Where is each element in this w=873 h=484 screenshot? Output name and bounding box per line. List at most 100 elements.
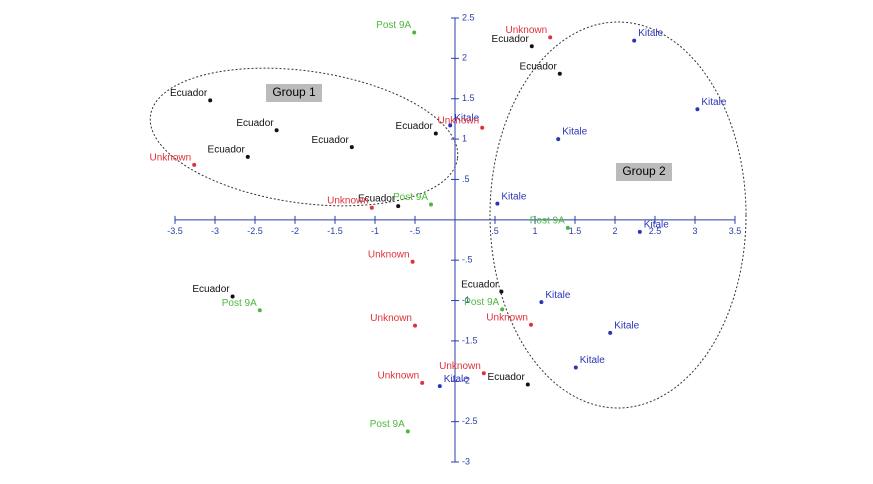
- point: [637, 229, 642, 234]
- x-tick-label: 3: [692, 226, 697, 236]
- point-label: Post 9A: [376, 20, 411, 31]
- point-label: Ecuador: [358, 194, 396, 205]
- y-tick-label: -1.5: [462, 335, 478, 345]
- point-label: Kitale: [614, 320, 639, 331]
- annotation: Group 2: [622, 164, 666, 178]
- point: [257, 308, 262, 313]
- x-tick-label: -1: [371, 226, 379, 236]
- point: [420, 380, 425, 385]
- point-label: Post 9A: [370, 419, 405, 430]
- point: [481, 371, 486, 376]
- point-label: Ecuador: [192, 284, 230, 295]
- point-label: Kitale: [638, 28, 663, 39]
- point: [349, 145, 354, 150]
- point-label: Kitale: [644, 220, 669, 231]
- point-label: Ecuador: [520, 61, 558, 72]
- point-label: Ecuador: [236, 118, 274, 129]
- point-label: Unknown: [486, 312, 528, 323]
- point: [412, 30, 417, 35]
- point: [500, 307, 505, 312]
- point-label: Kitale: [545, 290, 570, 301]
- point-label: Unknown: [370, 313, 412, 324]
- point-label: Ecuador: [492, 34, 530, 45]
- point-label: Unknown: [149, 153, 191, 164]
- group-ellipse: [149, 67, 459, 207]
- point-label: Kitale: [580, 355, 605, 366]
- x-tick-label: 2.5: [649, 226, 662, 236]
- x-tick-label: -.5: [410, 226, 421, 236]
- y-tick-label: -3: [462, 456, 470, 466]
- point-label: Post 9A: [222, 298, 257, 309]
- y-tick-label: 1.5: [462, 93, 475, 103]
- point: [410, 259, 415, 264]
- point-label: Kitale: [501, 191, 526, 202]
- point-label: Post 9A: [530, 216, 565, 227]
- point-label: Unknown: [368, 249, 410, 260]
- x-tick-label: .5: [491, 226, 499, 236]
- point-label: Ecuador: [461, 279, 499, 290]
- point-label: Post 9A: [464, 297, 499, 308]
- point-label: Ecuador: [312, 135, 350, 146]
- point: [437, 384, 442, 389]
- point: [192, 162, 197, 167]
- x-tick-label: -3: [211, 226, 219, 236]
- point: [448, 123, 453, 128]
- point: [245, 154, 250, 159]
- y-tick-label: 2: [462, 53, 467, 63]
- y-tick-label: 2.5: [462, 12, 475, 22]
- x-tick-label: -2.5: [247, 226, 263, 236]
- point: [429, 202, 433, 207]
- point: [556, 137, 561, 142]
- annotation: Group 1: [272, 85, 316, 99]
- point-label: Ecuador: [208, 144, 246, 155]
- group-ellipse: [489, 21, 747, 409]
- annotation-box: [616, 163, 672, 181]
- point: [499, 289, 504, 294]
- point: [529, 44, 534, 49]
- point: [274, 128, 279, 133]
- point-label: Kitale: [701, 97, 726, 108]
- point: [405, 429, 410, 434]
- x-tick-label: 3.5: [729, 226, 742, 236]
- point-label: Unknown: [327, 195, 369, 206]
- point: [495, 201, 500, 206]
- point-label: Unknown: [437, 115, 479, 126]
- y-tick-label: -2.5: [462, 416, 478, 426]
- point: [539, 300, 544, 305]
- annotation-box: [266, 84, 322, 102]
- point: [529, 322, 533, 327]
- point: [525, 382, 530, 387]
- point: [695, 107, 700, 112]
- x-tick-label: 1: [532, 226, 537, 236]
- point-label: Ecuador: [170, 88, 208, 99]
- y-tick-label: -2: [462, 376, 470, 386]
- point: [565, 225, 570, 230]
- point: [557, 71, 562, 76]
- point: [480, 125, 485, 130]
- point-label: Ecuador: [488, 372, 526, 383]
- x-tick-label: -1.5: [327, 226, 343, 236]
- point-label: Post 9A: [393, 192, 428, 203]
- point: [396, 204, 401, 209]
- point-label: Kitale: [562, 127, 587, 138]
- point: [369, 205, 374, 210]
- x-tick-label: -3.5: [167, 226, 183, 236]
- point-label: Ecuador: [396, 121, 434, 132]
- point-label: Unknown: [439, 361, 481, 372]
- point: [208, 98, 213, 103]
- point: [573, 365, 578, 370]
- y-tick-label: 1: [462, 133, 467, 143]
- y-tick-label: -1: [462, 295, 470, 305]
- x-tick-label: -2: [291, 226, 299, 236]
- point: [433, 131, 438, 136]
- y-tick-label: .5: [462, 174, 470, 184]
- point: [632, 38, 637, 43]
- point: [608, 330, 613, 335]
- point-label: Kitale: [454, 113, 479, 124]
- point-label: Kitale: [444, 374, 469, 385]
- point: [413, 323, 417, 328]
- y-tick-label: -.5: [462, 255, 473, 265]
- x-tick-label: 1.5: [569, 226, 582, 236]
